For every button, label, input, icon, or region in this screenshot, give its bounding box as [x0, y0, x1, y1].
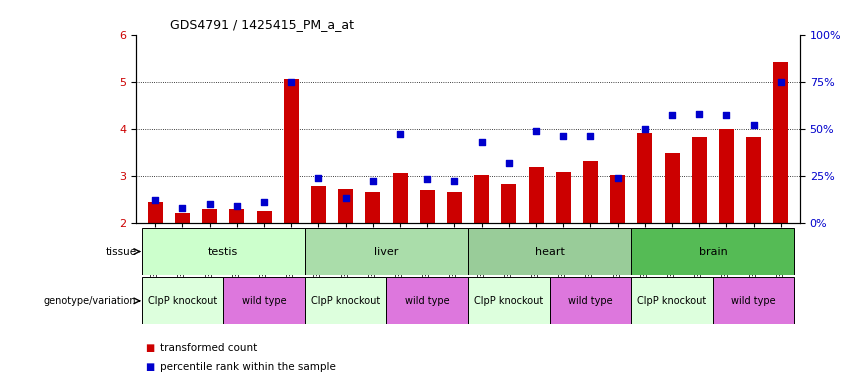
Point	[557, 133, 570, 139]
Bar	[501, 184, 517, 317]
Bar	[305, 228, 468, 275]
Bar	[528, 167, 544, 317]
Point	[611, 174, 625, 180]
Bar	[256, 211, 271, 317]
Text: genotype/variation: genotype/variation	[43, 296, 136, 306]
Bar	[637, 133, 653, 317]
Text: percentile rank within the sample: percentile rank within the sample	[160, 362, 336, 372]
Bar	[447, 192, 462, 317]
Bar	[713, 277, 795, 324]
Point	[529, 127, 543, 134]
Bar	[148, 202, 163, 317]
Text: transformed count: transformed count	[160, 343, 257, 353]
Point	[475, 139, 488, 145]
Bar	[365, 192, 380, 317]
Text: ClpP knockout: ClpP knockout	[148, 296, 217, 306]
Point	[693, 111, 706, 117]
Text: ClpP knockout: ClpP knockout	[637, 296, 706, 306]
Text: GDS4791 / 1425415_PM_a_at: GDS4791 / 1425415_PM_a_at	[170, 18, 354, 31]
Bar	[420, 190, 435, 317]
Text: brain: brain	[699, 247, 728, 257]
Point	[393, 131, 407, 137]
Point	[203, 201, 216, 207]
Text: wild type: wild type	[731, 296, 776, 306]
Point	[175, 205, 189, 211]
Bar	[283, 79, 299, 317]
Point	[774, 79, 788, 85]
Point	[230, 203, 243, 209]
Bar	[474, 175, 489, 317]
Bar	[610, 175, 625, 317]
Point	[665, 113, 679, 119]
Point	[366, 178, 380, 184]
Text: ■: ■	[145, 362, 154, 372]
Bar	[774, 62, 788, 317]
Bar	[392, 173, 408, 317]
Point	[311, 174, 325, 180]
Bar	[631, 277, 713, 324]
Point	[720, 113, 734, 119]
Bar	[665, 153, 680, 317]
Point	[148, 197, 162, 203]
Bar	[175, 214, 190, 317]
Point	[584, 133, 597, 139]
Bar	[338, 189, 353, 317]
Point	[257, 199, 271, 205]
Text: liver: liver	[374, 247, 398, 257]
Bar	[468, 228, 631, 275]
Bar	[311, 186, 326, 317]
Point	[502, 159, 516, 166]
Text: wild type: wild type	[242, 296, 286, 306]
Point	[638, 126, 652, 132]
Bar	[556, 172, 571, 317]
Point	[747, 122, 761, 128]
Text: heart: heart	[534, 247, 564, 257]
Bar	[583, 161, 598, 317]
Bar	[746, 137, 761, 317]
Point	[448, 178, 461, 184]
Bar	[223, 277, 305, 324]
Text: wild type: wild type	[405, 296, 449, 306]
Bar	[141, 277, 223, 324]
Bar	[229, 209, 244, 317]
Bar	[719, 129, 734, 317]
Text: ■: ■	[145, 343, 154, 353]
Text: testis: testis	[208, 247, 238, 257]
Text: ClpP knockout: ClpP knockout	[474, 296, 544, 306]
Bar	[203, 209, 217, 317]
Point	[339, 195, 352, 201]
Bar	[692, 137, 707, 317]
Text: wild type: wild type	[568, 296, 613, 306]
Point	[284, 79, 298, 85]
Bar	[631, 228, 795, 275]
Text: tissue: tissue	[106, 247, 136, 257]
Bar	[141, 228, 305, 275]
Text: ClpP knockout: ClpP knockout	[311, 296, 380, 306]
Bar	[550, 277, 631, 324]
Point	[420, 176, 434, 182]
Bar	[386, 277, 468, 324]
Bar	[305, 277, 386, 324]
Bar	[468, 277, 550, 324]
